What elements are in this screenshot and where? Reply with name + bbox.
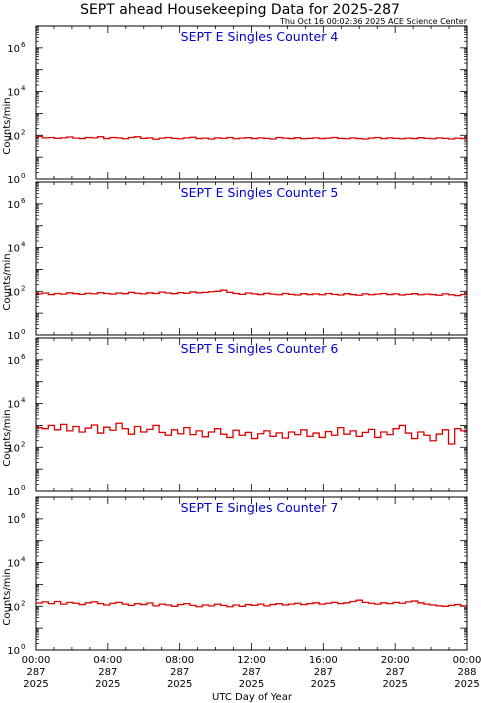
y-axis-label: Counts/min bbox=[2, 409, 13, 466]
generation-timestamp: Thu Oct 16 00:02:36 2025 ACE Science Cen… bbox=[279, 17, 468, 26]
y-tick-exponent: 2 bbox=[21, 284, 25, 292]
x-axis-label: UTC Day of Year bbox=[212, 692, 293, 703]
x-axis-tick-labels: 00:00287202504:00287202508:00287202512:0… bbox=[22, 655, 481, 690]
y-tick-exponent: 0 bbox=[21, 328, 25, 336]
y-tick-label: 10 bbox=[7, 331, 20, 342]
panel-title: SEPT E Singles Counter 7 bbox=[181, 500, 339, 515]
y-tick-label: 10 bbox=[7, 646, 20, 657]
panel-frame bbox=[35, 337, 468, 492]
x-tick-doy: 287 bbox=[26, 667, 45, 678]
y-tick-label: 10 bbox=[7, 515, 20, 526]
series-line-panel-4 bbox=[36, 599, 467, 608]
y-tick-label: 10 bbox=[7, 400, 20, 411]
y-tick-exponent: 2 bbox=[21, 128, 25, 136]
y-tick-exponent: 0 bbox=[21, 172, 25, 180]
y-tick-label: 10 bbox=[7, 44, 20, 55]
x-tick-time: 00:00 bbox=[22, 655, 51, 666]
x-tick-time: 04:00 bbox=[93, 655, 122, 666]
panel-frame bbox=[35, 496, 468, 651]
y-tick-exponent: 6 bbox=[21, 197, 26, 205]
panel-title: SEPT E Singles Counter 6 bbox=[181, 341, 339, 356]
x-tick-doy: 287 bbox=[314, 667, 333, 678]
x-tick-year: 2025 bbox=[454, 679, 479, 690]
series-line-panel-2 bbox=[36, 289, 467, 297]
x-tick-time: 12:00 bbox=[237, 655, 266, 666]
y-axis-label: Counts/min bbox=[2, 568, 13, 625]
y-tick-exponent: 4 bbox=[21, 85, 26, 93]
y-tick-exponent: 2 bbox=[21, 599, 25, 607]
panel-frame bbox=[35, 181, 468, 336]
y-axis-label: Counts/min bbox=[2, 97, 13, 154]
y-tick-exponent: 4 bbox=[21, 397, 26, 405]
y-tick-label: 10 bbox=[7, 175, 20, 186]
y-tick-label: 10 bbox=[7, 443, 20, 454]
x-tick-time: 08:00 bbox=[165, 655, 194, 666]
y-tick-exponent: 0 bbox=[21, 484, 25, 492]
y-tick-label: 10 bbox=[7, 559, 20, 570]
y-tick-exponent: 6 bbox=[21, 512, 26, 520]
x-tick-year: 2025 bbox=[311, 679, 336, 690]
y-tick-label: 10 bbox=[7, 487, 20, 498]
y-tick-exponent: 4 bbox=[21, 241, 26, 249]
y-tick-label: 10 bbox=[7, 131, 20, 142]
x-tick-year: 2025 bbox=[95, 679, 120, 690]
x-tick-time: 20:00 bbox=[381, 655, 410, 666]
x-tick-doy: 287 bbox=[386, 667, 405, 678]
y-tick-exponent: 2 bbox=[21, 440, 25, 448]
x-tick-doy: 287 bbox=[98, 667, 117, 678]
y-tick-label: 10 bbox=[7, 200, 20, 211]
panel-title: SEPT E Singles Counter 4 bbox=[181, 29, 339, 44]
panel-frame bbox=[35, 25, 468, 180]
x-tick-doy: 287 bbox=[170, 667, 189, 678]
x-tick-year: 2025 bbox=[167, 679, 192, 690]
x-tick-year: 2025 bbox=[23, 679, 48, 690]
x-tick-time: 00:00 bbox=[453, 655, 481, 666]
series-line-panel-1 bbox=[36, 135, 467, 140]
x-tick-time: 16:00 bbox=[309, 655, 338, 666]
series-line-panel-3 bbox=[36, 422, 467, 445]
x-tick-doy: 287 bbox=[242, 667, 261, 678]
panel-title: SEPT E Singles Counter 5 bbox=[181, 185, 339, 200]
y-tick-label: 10 bbox=[7, 244, 20, 255]
y-tick-exponent: 0 bbox=[21, 643, 25, 651]
y-axis-label: Counts/min bbox=[2, 253, 13, 310]
y-tick-label: 10 bbox=[7, 356, 20, 367]
x-tick-year: 2025 bbox=[382, 679, 407, 690]
x-tick-doy: 288 bbox=[457, 667, 476, 678]
x-tick-year: 2025 bbox=[239, 679, 264, 690]
chart-title: SEPT ahead Housekeeping Data for 2025-28… bbox=[80, 2, 400, 18]
y-tick-exponent: 6 bbox=[21, 353, 26, 361]
y-tick-exponent: 4 bbox=[21, 556, 26, 564]
y-tick-label: 10 bbox=[7, 88, 20, 99]
y-tick-exponent: 6 bbox=[21, 41, 26, 49]
y-tick-label: 10 bbox=[7, 287, 20, 298]
y-tick-label: 10 bbox=[7, 602, 20, 613]
